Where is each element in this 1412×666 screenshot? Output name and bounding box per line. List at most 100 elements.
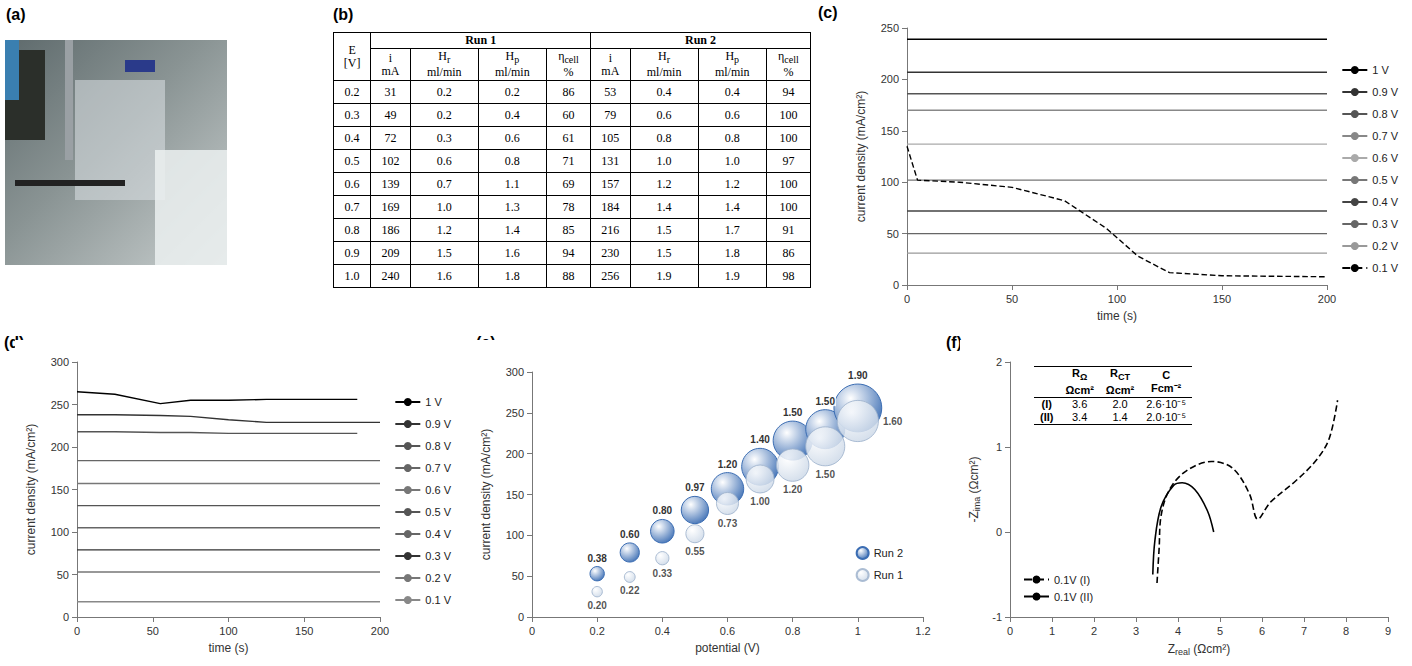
svg-text:1: 1 <box>855 625 861 637</box>
svg-text:real: real <box>1175 647 1190 657</box>
svg-text:Z: Z <box>1168 642 1175 656</box>
svg-text:1.20: 1.20 <box>718 459 738 470</box>
svg-text:250: 250 <box>506 407 524 419</box>
svg-text:0.3 V: 0.3 V <box>425 550 451 562</box>
svg-text:0: 0 <box>904 293 910 305</box>
svg-text:0.7 V: 0.7 V <box>425 462 451 474</box>
svg-text:200: 200 <box>51 441 69 453</box>
svg-text:(Ωcm²): (Ωcm²) <box>967 456 981 496</box>
svg-text:0.73: 0.73 <box>718 518 738 529</box>
svg-text:250: 250 <box>51 399 69 411</box>
svg-text:potential (V): potential (V) <box>695 641 760 655</box>
svg-text:0.20: 0.20 <box>587 600 607 611</box>
svg-text:0.5 V: 0.5 V <box>425 506 451 518</box>
svg-text:0.1V (I): 0.1V (I) <box>1054 574 1090 586</box>
svg-text:current density (mA/cm²): current density (mA/cm²) <box>479 429 493 560</box>
svg-text:0.60: 0.60 <box>620 529 640 540</box>
svg-text:300: 300 <box>506 366 524 378</box>
svg-text:7: 7 <box>1301 625 1307 637</box>
svg-text:time (s): time (s) <box>209 641 249 655</box>
svg-text:0.4 V: 0.4 V <box>1372 196 1398 208</box>
svg-text:0.80: 0.80 <box>653 505 673 516</box>
svg-text:0.97: 0.97 <box>685 482 705 493</box>
svg-text:100: 100 <box>51 526 69 538</box>
svg-text:100: 100 <box>219 625 237 637</box>
svg-text:1.00: 1.00 <box>750 496 770 507</box>
svg-text:0.5 V: 0.5 V <box>1372 174 1398 186</box>
svg-text:250: 250 <box>881 22 899 34</box>
svg-text:0.2 V: 0.2 V <box>1372 240 1398 252</box>
svg-text:current density (mA/cm²): current density (mA/cm²) <box>854 91 868 222</box>
svg-text:5: 5 <box>1217 625 1223 637</box>
svg-text:1.50: 1.50 <box>783 407 803 418</box>
svg-text:1 V: 1 V <box>425 396 442 408</box>
svg-text:0.4 V: 0.4 V <box>425 528 451 540</box>
svg-text:Run 2: Run 2 <box>874 547 903 559</box>
svg-text:0: 0 <box>529 625 535 637</box>
svg-text:0.33: 0.33 <box>653 568 673 579</box>
svg-text:1: 1 <box>1049 625 1055 637</box>
svg-text:-1: -1 <box>992 611 1002 623</box>
svg-text:0: 0 <box>63 611 69 623</box>
svg-text:100: 100 <box>506 529 524 541</box>
svg-text:0.1V (II): 0.1V (II) <box>1054 591 1093 603</box>
svg-text:50: 50 <box>147 625 159 637</box>
svg-text:0.7 V: 0.7 V <box>1372 130 1398 142</box>
svg-text:0: 0 <box>518 611 524 623</box>
svg-text:100: 100 <box>1108 293 1126 305</box>
svg-text:current density (mA/cm²): current density (mA/cm²) <box>24 424 38 555</box>
svg-text:0.38: 0.38 <box>587 553 607 564</box>
svg-text:-Z: -Z <box>967 511 981 522</box>
svg-text:300: 300 <box>51 356 69 368</box>
svg-text:200: 200 <box>881 73 899 85</box>
svg-text:0.8 V: 0.8 V <box>1372 108 1398 120</box>
svg-text:150: 150 <box>295 625 313 637</box>
svg-text:150: 150 <box>51 484 69 496</box>
svg-text:1: 1 <box>996 441 1002 453</box>
svg-text:2: 2 <box>1091 625 1097 637</box>
svg-text:0.22: 0.22 <box>620 585 640 596</box>
svg-text:200: 200 <box>1318 293 1336 305</box>
svg-text:6: 6 <box>1259 625 1265 637</box>
svg-text:0: 0 <box>893 279 899 291</box>
svg-text:0: 0 <box>74 625 80 637</box>
svg-text:0.6 V: 0.6 V <box>425 484 451 496</box>
svg-text:1.50: 1.50 <box>816 469 836 480</box>
svg-text:200: 200 <box>371 625 389 637</box>
svg-text:0.55: 0.55 <box>685 546 705 557</box>
svg-text:1.60: 1.60 <box>883 416 903 427</box>
svg-text:1.40: 1.40 <box>750 434 770 445</box>
svg-text:1.90: 1.90 <box>848 370 868 381</box>
svg-text:1 V: 1 V <box>1372 64 1389 76</box>
svg-text:0.9 V: 0.9 V <box>1372 86 1398 98</box>
svg-text:time (s): time (s) <box>1097 309 1137 323</box>
svg-text:(Ωcm²): (Ωcm²) <box>1190 642 1230 656</box>
svg-text:150: 150 <box>881 125 899 137</box>
svg-text:100: 100 <box>881 176 899 188</box>
svg-text:0: 0 <box>1007 625 1013 637</box>
svg-text:0.3 V: 0.3 V <box>1372 218 1398 230</box>
svg-text:0.6: 0.6 <box>720 625 735 637</box>
svg-text:150: 150 <box>1213 293 1231 305</box>
svg-text:0.2: 0.2 <box>590 625 605 637</box>
svg-text:Run 1: Run 1 <box>874 569 903 581</box>
svg-text:2: 2 <box>996 356 1002 368</box>
svg-text:1.20: 1.20 <box>783 484 803 495</box>
svg-text:50: 50 <box>512 570 524 582</box>
svg-text:150: 150 <box>506 489 524 501</box>
svg-text:0.1 V: 0.1 V <box>1372 262 1398 274</box>
svg-text:0: 0 <box>996 526 1002 538</box>
svg-text:50: 50 <box>57 569 69 581</box>
svg-text:200: 200 <box>506 448 524 460</box>
svg-text:0.1 V: 0.1 V <box>425 594 451 606</box>
svg-text:1.2: 1.2 <box>915 625 930 637</box>
svg-text:0.6 V: 0.6 V <box>1372 152 1398 164</box>
svg-text:0.8 V: 0.8 V <box>425 440 451 452</box>
svg-text:8: 8 <box>1343 625 1349 637</box>
svg-text:3: 3 <box>1133 625 1139 637</box>
svg-text:9: 9 <box>1385 625 1391 637</box>
svg-text:0.2 V: 0.2 V <box>425 572 451 584</box>
svg-text:4: 4 <box>1175 625 1181 637</box>
svg-text:ima: ima <box>972 497 982 512</box>
svg-text:0.4: 0.4 <box>655 625 670 637</box>
